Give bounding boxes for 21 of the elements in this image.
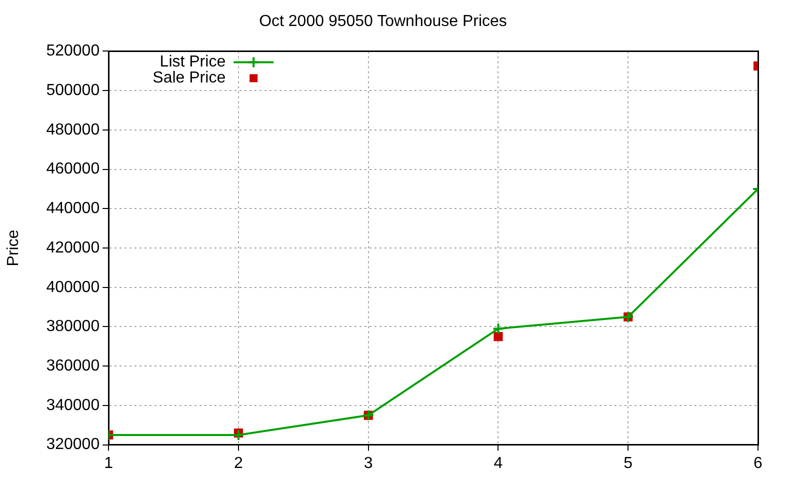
x-tick-label: 3	[364, 454, 373, 472]
y-tick-label: 380000	[46, 318, 100, 336]
y-tick-label: 460000	[46, 160, 100, 178]
y-axis-title: Price	[5, 230, 22, 266]
legend-label: List Price	[160, 54, 226, 71]
y-tick-label: 320000	[46, 436, 100, 454]
x-tick-label: 4	[494, 454, 503, 472]
y-tick-label: 400000	[46, 278, 100, 296]
y-tick-label: 340000	[46, 396, 100, 414]
y-tick-label: 520000	[46, 42, 100, 60]
y-tick-label: 500000	[46, 82, 100, 99]
y-tick-label: 480000	[46, 121, 100, 138]
x-tick-label: 1	[104, 454, 114, 472]
legend-label: Sale Price	[152, 70, 226, 87]
y-tick-label: 420000	[46, 239, 100, 256]
y-tick-label: 360000	[46, 357, 100, 374]
x-tick-label: 6	[754, 454, 763, 472]
x-tick-label: 2	[234, 454, 244, 472]
x-tick-label: 5	[624, 454, 633, 472]
y-tick-label: 440000	[46, 200, 100, 218]
chart-title: Oct 2000 95050 Townhouse Prices	[259, 13, 507, 30]
